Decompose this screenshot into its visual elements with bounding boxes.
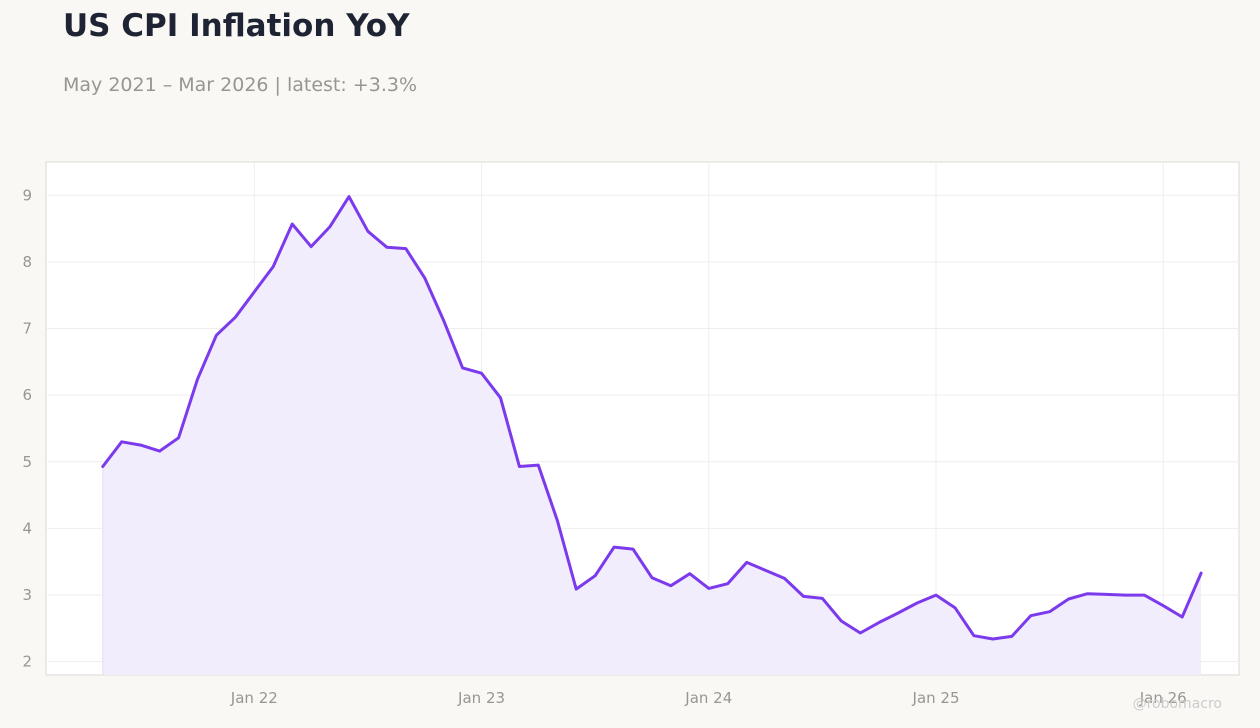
y-tick-label: 3: [22, 586, 32, 604]
x-tick-label: Jan 23: [457, 689, 505, 707]
y-axis-ticks: 2 3 4 5 6 7 8 9: [22, 186, 32, 670]
watermark: @robomacro: [1132, 696, 1222, 712]
chart-title: US CPI Inflation YoY: [63, 8, 410, 44]
series-area: [102, 196, 1202, 675]
cpi-line: [101, 195, 1203, 641]
y-tick-label: 5: [22, 453, 32, 471]
y-tick-label: 7: [22, 320, 32, 338]
y-tick-label: 2: [22, 653, 32, 671]
y-tick-label: 6: [22, 386, 32, 404]
x-tick-label: Jan 26: [1139, 689, 1187, 707]
y-tick-label: 9: [22, 186, 32, 204]
x-tick-label: Jan 24: [684, 689, 732, 707]
chart-subtitle: May 2021 – Mar 2026 | latest: +3.3%: [63, 74, 418, 96]
area-fill: [102, 196, 1202, 675]
x-tick-label: Jan 22: [230, 689, 278, 707]
y-tick-label: 4: [22, 519, 32, 537]
series-line: [101, 195, 1203, 641]
x-axis-ticks: Jan 22 Jan 23 Jan 24 Jan 25 Jan 26: [230, 689, 1187, 707]
x-tick-label: Jan 25: [912, 689, 960, 707]
y-tick-label: 8: [22, 253, 32, 271]
